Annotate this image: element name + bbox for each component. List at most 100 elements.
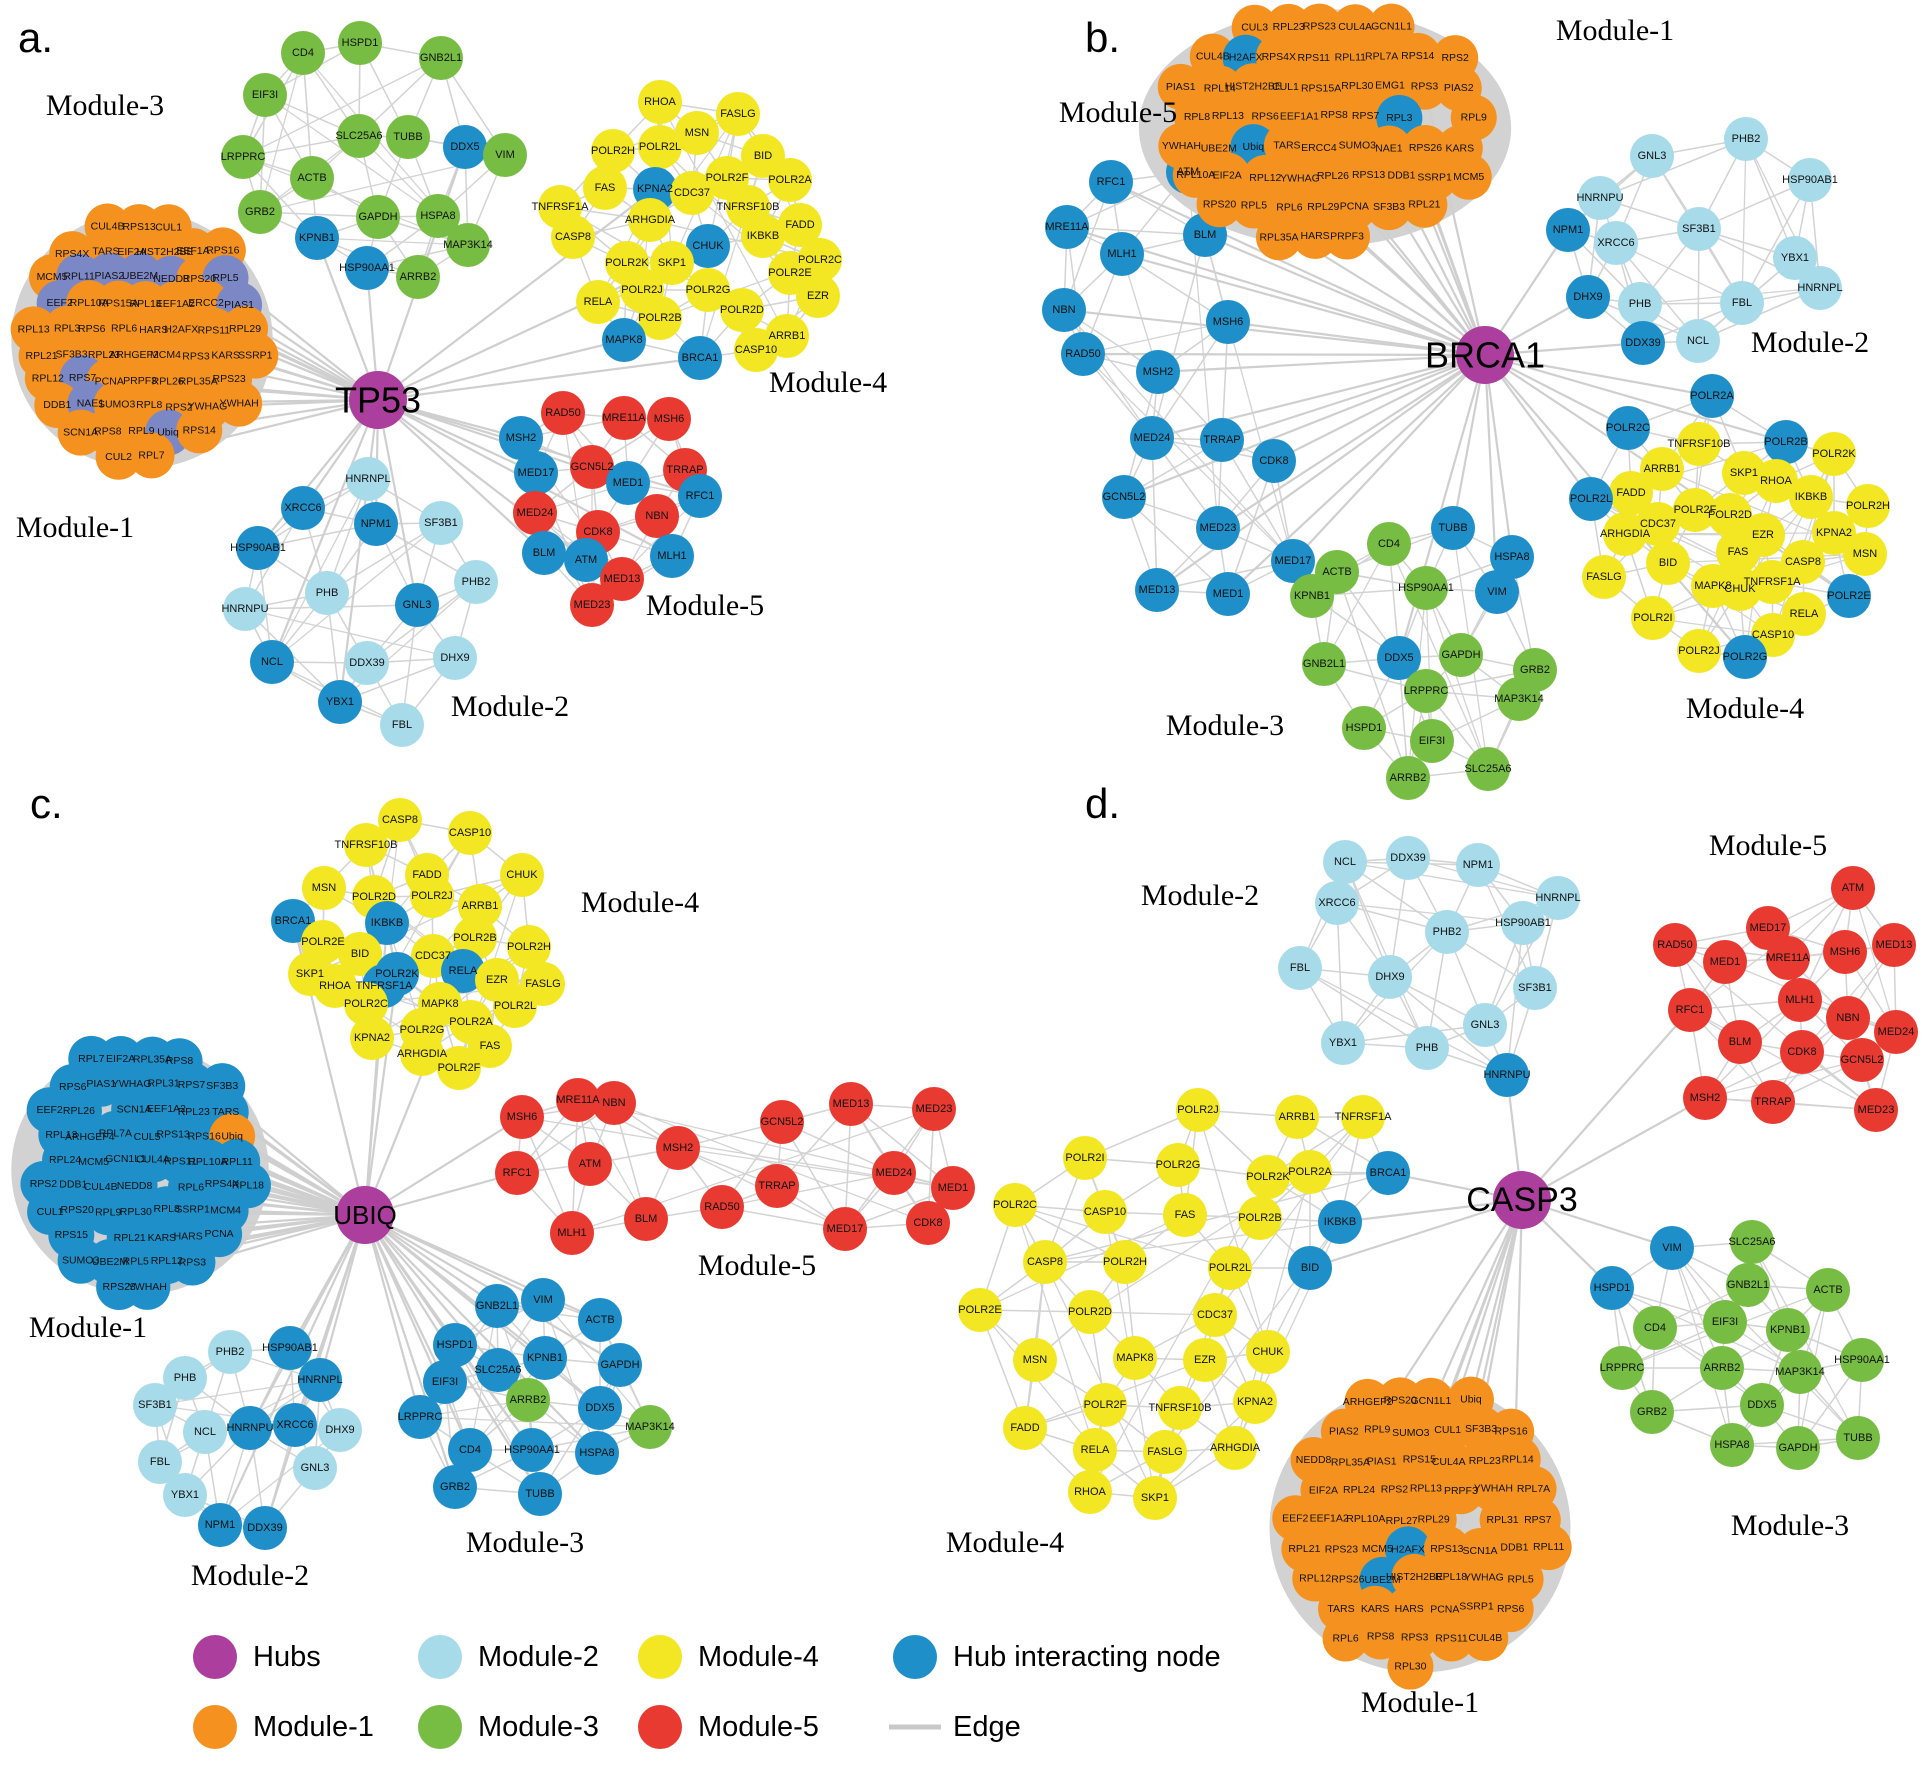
node-KPNB1[interactable]: KPNB1: [1290, 574, 1334, 618]
node-ARHGDIA[interactable]: ARHGDIA: [628, 198, 672, 242]
node-MRE11A[interactable]: MRE11A: [556, 1078, 600, 1122]
node-DDX39[interactable]: DDX39: [345, 641, 389, 685]
node-CASP10[interactable]: CASP10: [1083, 1190, 1127, 1234]
node-RHOA[interactable]: RHOA: [638, 80, 682, 124]
node-FADD[interactable]: FADD: [1003, 1406, 1047, 1450]
node-TUBB[interactable]: TUBB: [1431, 506, 1475, 550]
node-ATM[interactable]: ATM: [1831, 866, 1875, 910]
node-MAPK8[interactable]: MAPK8: [1113, 1336, 1157, 1380]
node-SKP1[interactable]: SKP1: [650, 241, 694, 285]
node-GRB2[interactable]: GRB2: [238, 190, 282, 234]
node-CDK8[interactable]: CDK8: [906, 1201, 950, 1245]
node-EIF3I[interactable]: EIF3I: [1410, 719, 1454, 763]
node-POLR2A[interactable]: POLR2A: [1288, 1150, 1332, 1194]
node-TUBB[interactable]: TUBB: [386, 115, 430, 159]
node-MED24[interactable]: MED24: [872, 1151, 916, 1195]
node-TNFRSF1A[interactable]: TNFRSF1A: [1750, 560, 1794, 604]
node-POLR2H[interactable]: POLR2H: [591, 129, 635, 173]
node-FASLG[interactable]: FASLG: [1143, 1430, 1187, 1474]
node-KPNA2[interactable]: KPNA2: [350, 1016, 394, 1060]
node-MED13[interactable]: MED13: [600, 557, 644, 601]
node-RFC1[interactable]: RFC1: [678, 474, 722, 518]
node-ATM[interactable]: ATM: [568, 1142, 612, 1186]
node-HSP90AA1[interactable]: HSP90AA1: [1840, 1338, 1884, 1382]
node-CHUK[interactable]: CHUK: [1246, 1330, 1290, 1374]
node-HNRNPL[interactable]: HNRNPL: [346, 457, 390, 501]
node-NPM1[interactable]: NPM1: [1546, 208, 1590, 252]
node-HSP90AB1[interactable]: HSP90AB1: [268, 1326, 312, 1370]
node-FADD[interactable]: FADD: [778, 203, 822, 247]
node-KPNB1[interactable]: KPNB1: [295, 216, 339, 260]
node-POLR2E[interactable]: POLR2E: [1827, 574, 1871, 618]
node-SLC25A6[interactable]: SLC25A6: [1466, 747, 1510, 791]
node-PHB[interactable]: PHB: [1405, 1026, 1449, 1070]
node-MAP3K14[interactable]: MAP3K14: [446, 223, 490, 267]
node-POLR2J[interactable]: POLR2J: [1677, 629, 1721, 673]
node-POLR2D[interactable]: POLR2D: [1708, 493, 1752, 537]
node-TRRAP[interactable]: TRRAP: [755, 1164, 799, 1208]
node-CD4[interactable]: CD4: [448, 1428, 492, 1472]
node-SF3B1[interactable]: SF3B1: [1513, 966, 1557, 1010]
node-RPL11[interactable]: RPL11: [1525, 1524, 1572, 1571]
node-ACTB[interactable]: ACTB: [290, 156, 334, 200]
node-IKBKB[interactable]: IKBKB: [1789, 475, 1833, 519]
node-EIF3I[interactable]: EIF3I: [243, 73, 287, 117]
node-NCL[interactable]: NCL: [1323, 840, 1367, 884]
node-MAP3K14[interactable]: MAP3K14: [628, 1405, 672, 1449]
node-ACTB[interactable]: ACTB: [578, 1298, 622, 1342]
node-FADD[interactable]: FADD: [1609, 471, 1653, 515]
node-TNFRSF10B[interactable]: TNFRSF10B: [1158, 1386, 1202, 1430]
node-MED1[interactable]: MED1: [1703, 940, 1747, 984]
node-MED1[interactable]: MED1: [606, 461, 650, 505]
node-POLR2J[interactable]: POLR2J: [410, 874, 454, 918]
node-FBL[interactable]: FBL: [1278, 946, 1322, 990]
node-POLR2D[interactable]: POLR2D: [1068, 1290, 1112, 1334]
node-MED23[interactable]: MED23: [570, 583, 614, 627]
node-RPL6[interactable]: RPL6: [1322, 1615, 1369, 1662]
node-MSN[interactable]: MSN: [1843, 532, 1887, 576]
node-IKBKB[interactable]: IKBKB: [1318, 1200, 1362, 1244]
node-CD4[interactable]: CD4: [281, 31, 325, 75]
node-RELA[interactable]: RELA: [1073, 1428, 1117, 1472]
node-CASP8[interactable]: CASP8: [551, 215, 595, 259]
node-MCM5[interactable]: MCM5: [1445, 153, 1492, 200]
node-KPNB1[interactable]: KPNB1: [523, 1336, 567, 1380]
node-TUBB[interactable]: TUBB: [1836, 1416, 1880, 1460]
node-RAD50[interactable]: RAD50: [541, 391, 585, 435]
node-ARRB2[interactable]: ARRB2: [1700, 1346, 1744, 1390]
node-MLH1[interactable]: MLH1: [650, 534, 694, 578]
node-HNRNPU[interactable]: HNRNPU: [228, 1406, 272, 1450]
node-CD4[interactable]: CD4: [1633, 1306, 1677, 1350]
node-MED23[interactable]: MED23: [1854, 1088, 1898, 1132]
node-KPNA2[interactable]: KPNA2: [1812, 511, 1856, 555]
node-TNFRSF10B[interactable]: TNFRSF10B: [1677, 422, 1721, 466]
node-SF3B1[interactable]: SF3B1: [419, 501, 463, 545]
node-HSPD1[interactable]: HSPD1: [433, 1323, 477, 1367]
node-DDX5[interactable]: DDX5: [1377, 636, 1421, 680]
node-GRB2[interactable]: GRB2: [433, 1465, 477, 1509]
node-POLR2C[interactable]: POLR2C: [993, 1183, 1037, 1227]
node-POLR2J[interactable]: POLR2J: [1176, 1088, 1220, 1132]
node-MSH2[interactable]: MSH2: [499, 416, 543, 460]
node-GAPDH[interactable]: GAPDH: [1776, 1426, 1820, 1470]
node-GCN5L2[interactable]: GCN5L2: [570, 445, 614, 489]
node-POLR2F[interactable]: POLR2F: [1673, 488, 1717, 532]
node-POLR2I[interactable]: POLR2I: [1631, 596, 1675, 640]
node-ARRB1[interactable]: ARRB1: [1640, 447, 1684, 491]
node-DDX5[interactable]: DDX5: [578, 1386, 622, 1430]
node-POLR2H[interactable]: POLR2H: [1103, 1240, 1147, 1284]
node-MED13[interactable]: MED13: [829, 1082, 873, 1126]
node-CUL1[interactable]: CUL1: [1424, 1406, 1471, 1453]
node-FAS[interactable]: FAS: [583, 166, 627, 210]
node-FASLG[interactable]: FASLG: [716, 92, 760, 136]
node-SF3B3[interactable]: SF3B3: [1366, 184, 1413, 231]
node-RPL30[interactable]: RPL30: [1387, 1643, 1434, 1690]
node-XRCC6[interactable]: XRCC6: [273, 1403, 317, 1447]
node-MRE11A[interactable]: MRE11A: [1045, 205, 1089, 249]
node-MSH6[interactable]: MSH6: [1206, 300, 1250, 344]
node-CDK8[interactable]: CDK8: [1252, 439, 1296, 483]
node-IKBKB[interactable]: IKBKB: [365, 901, 409, 945]
node-HSP90AB1[interactable]: HSP90AB1: [1501, 901, 1545, 945]
node-DDX5[interactable]: DDX5: [443, 125, 487, 169]
node-RFC1[interactable]: RFC1: [495, 1151, 539, 1195]
